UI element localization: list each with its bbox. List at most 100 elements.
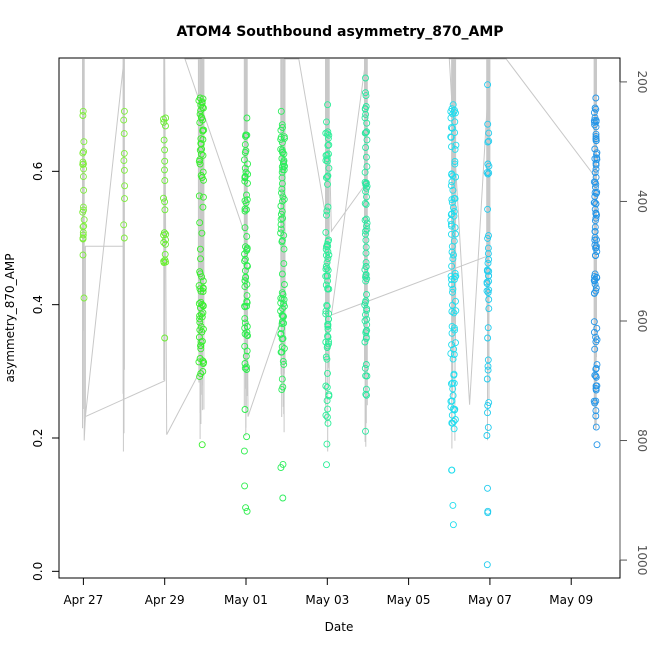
data-point <box>447 114 455 122</box>
data-point <box>279 166 287 174</box>
data-point <box>323 155 331 163</box>
data-point <box>195 192 203 200</box>
data-point <box>278 238 286 246</box>
data-point <box>451 118 459 126</box>
data-point <box>324 128 332 136</box>
data-point <box>592 365 600 373</box>
data-point <box>243 323 251 330</box>
data-point <box>591 169 599 177</box>
data-point <box>590 328 598 336</box>
data-point <box>485 305 493 313</box>
data-point <box>278 386 286 394</box>
data-point <box>242 363 250 371</box>
data-point <box>324 405 332 413</box>
data-point <box>278 320 286 328</box>
data-point <box>196 268 204 276</box>
data-point <box>160 136 168 144</box>
data-point <box>278 185 286 193</box>
data-point <box>199 277 207 285</box>
data-point <box>80 294 88 302</box>
data-point <box>196 315 204 323</box>
data-point <box>483 561 491 569</box>
data-point <box>363 326 371 334</box>
data-point <box>361 317 369 325</box>
data-point <box>241 207 249 215</box>
data-point <box>451 145 459 153</box>
data-point <box>241 302 249 310</box>
data-point <box>484 484 491 492</box>
data-point <box>243 331 251 339</box>
data-point <box>323 302 331 310</box>
data-point <box>590 109 598 117</box>
data-point <box>593 149 601 157</box>
data-point <box>196 312 204 320</box>
data-point <box>484 120 492 128</box>
data-point <box>451 326 459 334</box>
data-point <box>277 225 285 233</box>
data-point <box>322 251 330 259</box>
data-point <box>591 118 598 126</box>
secondary-y-axis: 200 400 600 800 1000 <box>619 70 649 576</box>
data-point <box>241 172 249 180</box>
data-point <box>197 113 205 121</box>
data-point <box>197 342 204 350</box>
data-point <box>363 391 370 399</box>
data-point <box>241 197 249 205</box>
data-point <box>322 265 330 273</box>
data-point <box>447 133 455 141</box>
data-point <box>162 230 170 238</box>
data-point <box>449 186 457 194</box>
data-point <box>592 94 600 102</box>
data-point <box>160 259 168 266</box>
data-point <box>279 291 287 298</box>
data-point <box>451 405 459 413</box>
data-point <box>277 210 285 218</box>
data-point <box>449 501 457 509</box>
data-point <box>483 278 491 286</box>
data-point <box>241 177 249 185</box>
data-point <box>325 251 333 259</box>
data-point <box>592 123 600 131</box>
data-point <box>592 214 600 222</box>
data-point <box>197 172 205 179</box>
point-cluster <box>590 94 601 449</box>
point-cluster <box>195 94 208 449</box>
data-point <box>243 347 251 355</box>
data-point <box>162 236 169 244</box>
data-point <box>323 157 331 165</box>
data-point <box>278 189 285 197</box>
data-point <box>277 221 285 229</box>
data-point <box>362 179 370 187</box>
data-point <box>120 107 128 115</box>
data-point <box>362 263 370 271</box>
data-point <box>240 447 248 455</box>
data-point <box>322 262 330 270</box>
data-point <box>243 114 251 122</box>
data-point <box>447 350 455 358</box>
data-point <box>591 345 599 353</box>
data-point <box>484 402 492 409</box>
data-point <box>160 118 168 126</box>
data-point <box>362 258 370 266</box>
data-point <box>590 276 598 284</box>
data-point <box>278 155 286 162</box>
data-point <box>484 334 492 342</box>
data-point <box>322 411 330 419</box>
data-point <box>361 338 369 346</box>
data-point <box>322 156 330 164</box>
data-point <box>449 392 457 399</box>
data-point <box>199 151 207 159</box>
data-point <box>277 294 285 302</box>
data-point <box>591 280 599 288</box>
data-point <box>324 272 331 280</box>
data-point <box>323 383 331 391</box>
data-point <box>281 134 288 142</box>
y2-tick-label: 1000 <box>635 545 649 576</box>
data-point <box>199 203 207 211</box>
data-point <box>593 155 601 163</box>
data-point <box>591 223 599 231</box>
data-point <box>278 343 286 351</box>
data-point <box>592 105 600 113</box>
data-point <box>196 318 204 326</box>
